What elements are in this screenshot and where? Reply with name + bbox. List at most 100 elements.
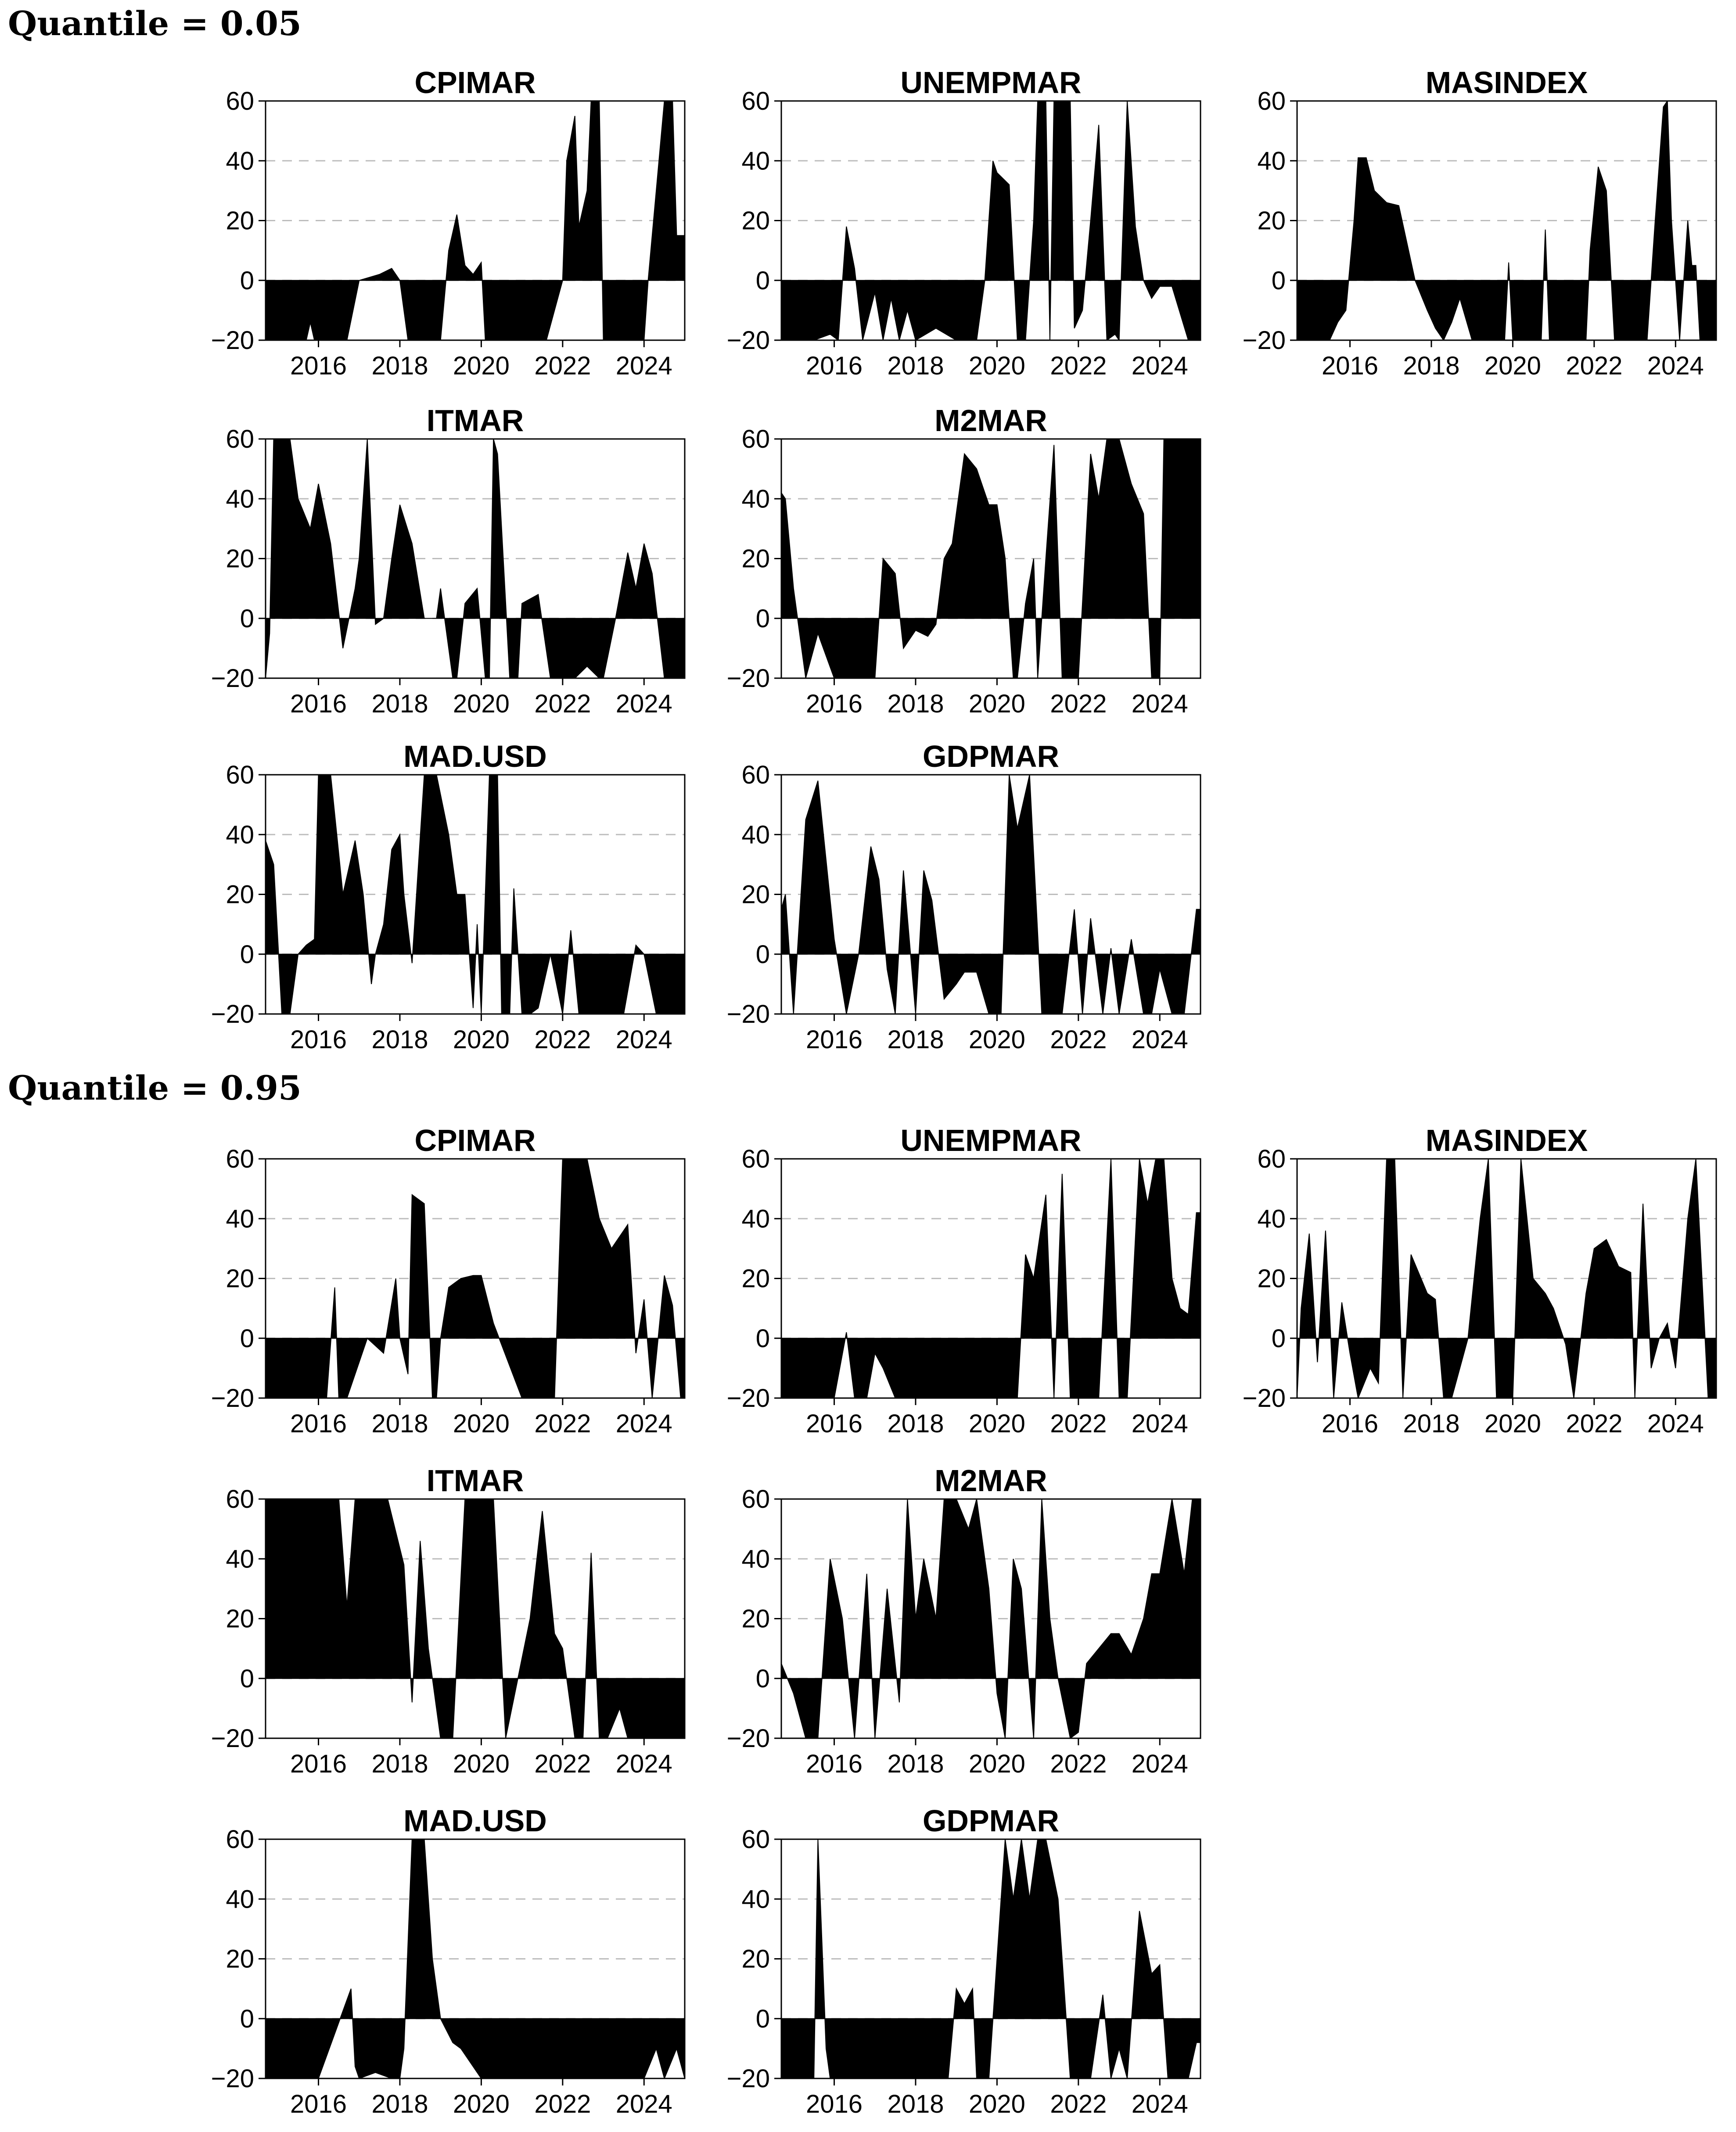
x-tick-label: 2024 xyxy=(1132,1409,1188,1438)
x-tick-label: 2018 xyxy=(887,1750,944,1778)
panel-title: ITMAR xyxy=(427,1463,524,1498)
x-tick-label: 2024 xyxy=(616,1025,672,1054)
area-series xyxy=(266,1839,685,2078)
panel-title: MASINDEX xyxy=(1426,65,1588,100)
x-tick-label: 2022 xyxy=(534,1025,591,1054)
panel-title: UNEMPMAR xyxy=(900,1123,1081,1158)
area-series xyxy=(266,1499,685,1738)
x-tick-label: 2022 xyxy=(1050,352,1107,380)
section-title-q95: Quantile = 0.95 xyxy=(8,1068,302,1107)
panel-q95-unempmar: UNEMPMAR −20 0 20 40 60 2016 2018 2020 2022 2024 xyxy=(727,1123,1201,1438)
x-tick-label: 2016 xyxy=(290,690,347,718)
x-tick-label: 2018 xyxy=(1403,352,1459,380)
panel-title: ITMAR xyxy=(427,403,524,438)
y-tick-label: −20 xyxy=(727,2064,770,2093)
panel-title: MASINDEX xyxy=(1426,1123,1588,1158)
y-tick-label: 60 xyxy=(741,87,770,115)
x-tick-label: 2022 xyxy=(1566,352,1622,380)
y-tick-label: 20 xyxy=(1257,1265,1286,1293)
x-tick-label: 2020 xyxy=(969,1409,1025,1438)
y-tick-label: 60 xyxy=(1257,87,1286,115)
y-tick-label: 60 xyxy=(741,1485,770,1514)
x-tick-label: 2022 xyxy=(534,1750,591,1778)
y-tick-label: 40 xyxy=(741,147,770,175)
panel-q05-m2mar: M2MAR −20 0 20 40 60 2016 2018 2020 2022 2024 xyxy=(727,403,1201,718)
panel-q05-itmar: ITMAR −20 0 20 40 60 2016 2018 2020 2022 2024 xyxy=(211,403,686,718)
x-tick-label: 2024 xyxy=(1132,352,1188,380)
x-tick-label: 2018 xyxy=(371,1750,428,1778)
x-tick-label: 2022 xyxy=(534,2090,591,2118)
y-tick-label: 40 xyxy=(741,1545,770,1573)
x-tick-label: 2018 xyxy=(371,352,428,380)
area-series xyxy=(781,1839,1200,2078)
x-tick-label: 2020 xyxy=(969,2090,1025,2118)
y-tick-label: −20 xyxy=(211,1724,254,1753)
panel-title: CPIMAR xyxy=(414,1123,536,1158)
y-tick-label: 0 xyxy=(756,266,770,295)
y-tick-label: 40 xyxy=(741,1204,770,1233)
y-tick-label: 20 xyxy=(226,1605,254,1633)
y-tick-label: −20 xyxy=(727,1384,770,1413)
y-tick-label: 60 xyxy=(226,1825,254,1854)
x-tick-label: 2020 xyxy=(453,1025,510,1054)
x-tick-label: 2016 xyxy=(290,1409,347,1438)
y-tick-label: 20 xyxy=(226,545,254,573)
x-tick-label: 2024 xyxy=(616,2090,672,2118)
x-tick-label: 2022 xyxy=(1050,690,1107,718)
section-title-q05: Quantile = 0.05 xyxy=(8,4,302,43)
y-tick-label: 0 xyxy=(1272,266,1286,295)
y-tick-label: 20 xyxy=(226,881,254,909)
area-series xyxy=(781,101,1200,340)
panel-q95-itmar: ITMAR −20 0 20 40 60 2016 2018 2020 2022 2024 xyxy=(211,1463,686,1778)
panel-title: MAD.USD xyxy=(403,739,547,773)
y-tick-label: 60 xyxy=(226,1485,254,1514)
area-series xyxy=(781,1159,1200,1398)
x-tick-label: 2020 xyxy=(969,352,1025,380)
x-tick-label: 2016 xyxy=(806,690,863,718)
panel-title: M2MAR xyxy=(934,1463,1047,1498)
x-tick-label: 2016 xyxy=(290,2090,347,2118)
area-series xyxy=(266,439,685,678)
y-tick-label: 20 xyxy=(1257,207,1286,235)
y-tick-label: 20 xyxy=(226,1265,254,1293)
x-tick-label: 2018 xyxy=(371,2090,428,2118)
x-tick-label: 2018 xyxy=(371,1409,428,1438)
y-tick-label: 0 xyxy=(240,1665,254,1693)
area-series xyxy=(781,439,1200,678)
y-tick-label: −20 xyxy=(727,664,770,693)
y-tick-label: 60 xyxy=(226,1145,254,1173)
x-tick-label: 2020 xyxy=(969,1025,1025,1054)
x-tick-label: 2018 xyxy=(1403,1409,1459,1438)
x-tick-label: 2022 xyxy=(1050,1409,1107,1438)
y-tick-label: −20 xyxy=(211,326,254,355)
x-tick-label: 2018 xyxy=(371,690,428,718)
panel-title: CPIMAR xyxy=(414,65,536,100)
x-tick-label: 2020 xyxy=(453,690,510,718)
y-tick-label: 40 xyxy=(741,485,770,513)
y-tick-label: 40 xyxy=(1257,147,1286,175)
y-tick-label: 60 xyxy=(741,761,770,789)
x-tick-label: 2018 xyxy=(887,2090,944,2118)
y-tick-label: 60 xyxy=(226,87,254,115)
panel-q95-cpimar: CPIMAR −20 0 20 40 60 2016 2018 2020 2022 2024 xyxy=(211,1123,686,1438)
y-tick-label: 0 xyxy=(240,1324,254,1353)
panel-q05-masindex: MASINDEX −20 0 20 40 60 2016 2018 2020 2022 2024 xyxy=(1243,65,1717,380)
y-tick-label: 20 xyxy=(226,1945,254,1974)
y-tick-label: −20 xyxy=(211,664,254,693)
x-tick-label: 2016 xyxy=(806,1409,863,1438)
y-tick-label: 60 xyxy=(1257,1145,1286,1173)
x-tick-label: 2020 xyxy=(969,690,1025,718)
y-tick-label: 60 xyxy=(741,425,770,453)
y-tick-label: −20 xyxy=(211,1384,254,1413)
x-tick-label: 2022 xyxy=(534,1409,591,1438)
y-tick-label: 20 xyxy=(741,545,770,573)
y-tick-label: 40 xyxy=(226,147,254,175)
area-series xyxy=(266,1159,685,1398)
y-tick-label: −20 xyxy=(727,1724,770,1753)
y-tick-label: 40 xyxy=(741,1885,770,1913)
panel-title: GDPMAR xyxy=(923,739,1059,773)
area-series xyxy=(781,1499,1200,1738)
area-series xyxy=(1297,101,1716,340)
x-tick-label: 2020 xyxy=(453,2090,510,2118)
